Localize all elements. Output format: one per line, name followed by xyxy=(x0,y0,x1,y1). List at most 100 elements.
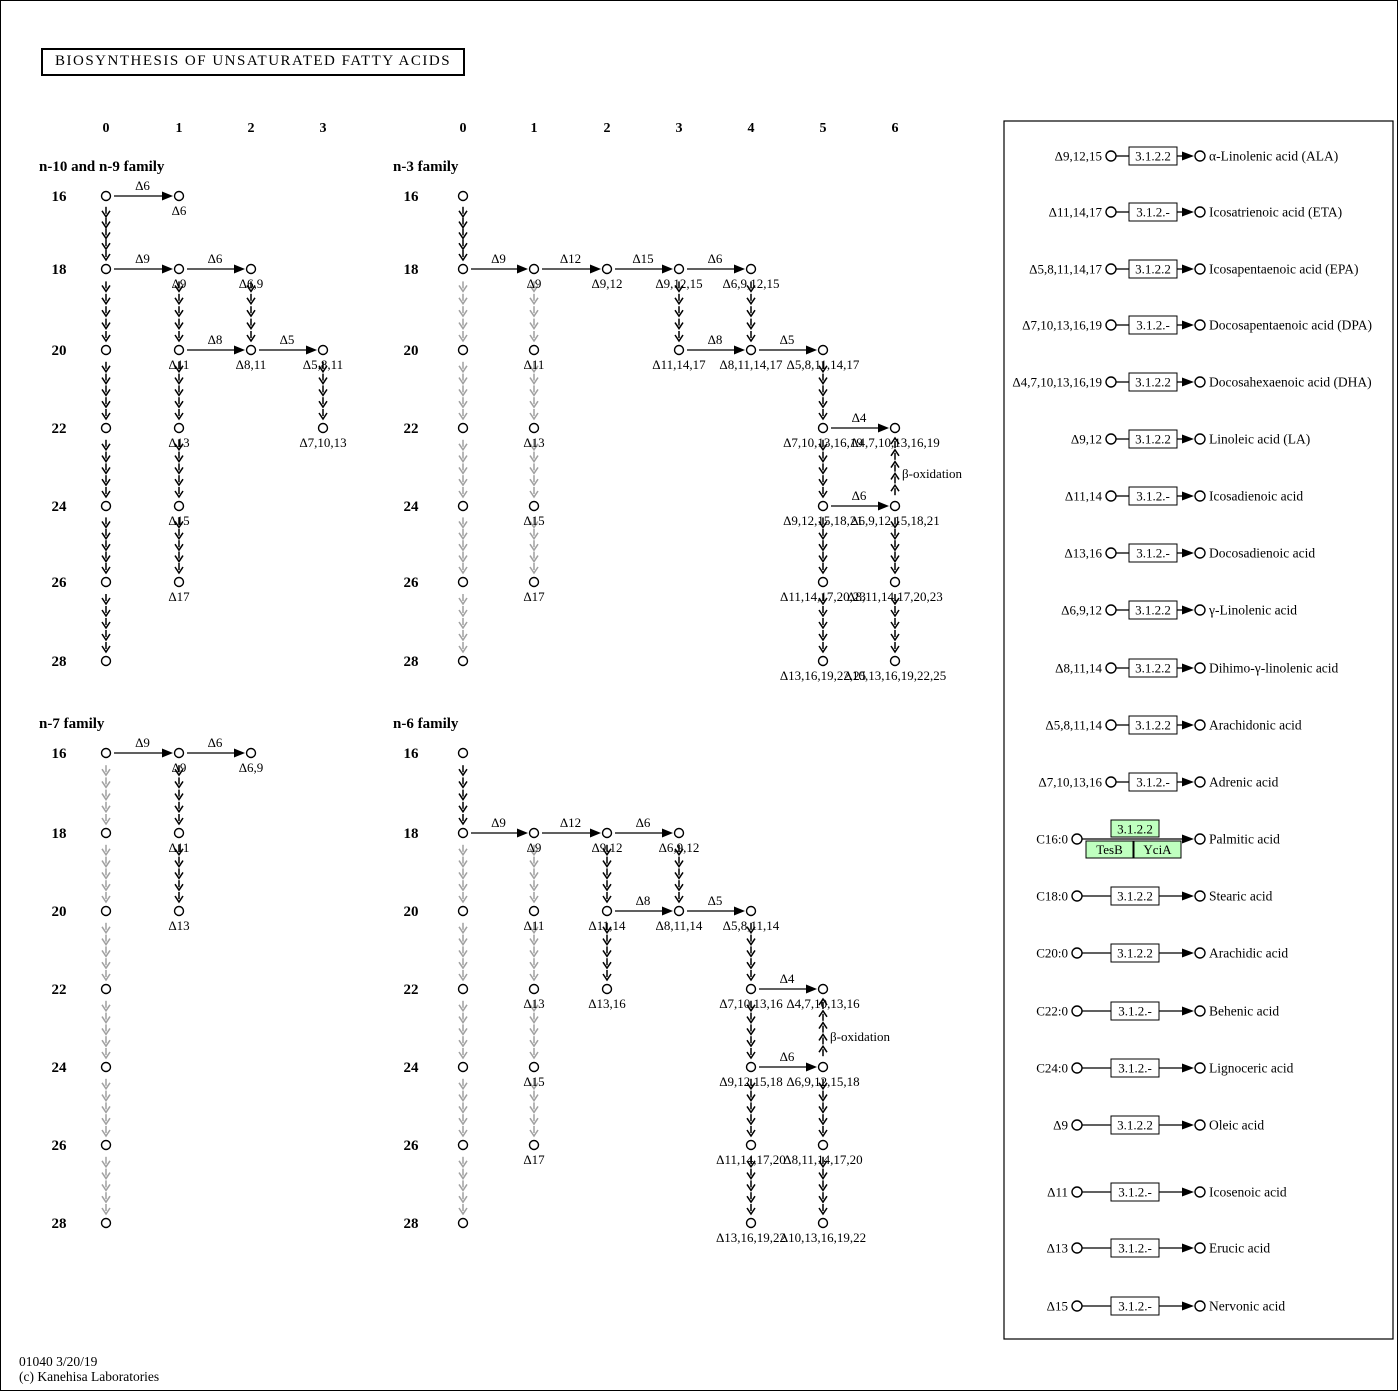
compound-node[interactable] xyxy=(817,500,829,512)
compound-node[interactable] xyxy=(100,747,112,759)
compound-node[interactable] xyxy=(601,263,613,275)
compound-node[interactable] xyxy=(528,263,540,275)
compound-node[interactable] xyxy=(528,1061,540,1073)
compound-node[interactable] xyxy=(1105,719,1117,731)
compound-node[interactable] xyxy=(1194,206,1206,218)
compound-node[interactable] xyxy=(745,1139,757,1151)
compound-node[interactable] xyxy=(889,576,901,588)
compound-node[interactable] xyxy=(817,1217,829,1229)
gene-box[interactable] xyxy=(1085,840,1134,859)
compound-node[interactable] xyxy=(1194,1119,1206,1131)
compound-node[interactable] xyxy=(100,190,112,202)
compound-node[interactable] xyxy=(528,983,540,995)
compound-node[interactable] xyxy=(528,576,540,588)
compound-node[interactable] xyxy=(457,1061,469,1073)
compound-node[interactable] xyxy=(673,344,685,356)
compound-node[interactable] xyxy=(673,827,685,839)
compound-node[interactable] xyxy=(1071,890,1083,902)
compound-node[interactable] xyxy=(528,827,540,839)
compound-node[interactable] xyxy=(457,576,469,588)
compound-node[interactable] xyxy=(1194,776,1206,788)
compound-node[interactable] xyxy=(245,263,257,275)
compound-node[interactable] xyxy=(1194,547,1206,559)
compound-node[interactable] xyxy=(100,827,112,839)
compound-node[interactable] xyxy=(457,263,469,275)
compound-node[interactable] xyxy=(1194,662,1206,674)
compound-node[interactable] xyxy=(1105,206,1117,218)
compound-node[interactable] xyxy=(889,422,901,434)
compound-node[interactable] xyxy=(173,422,185,434)
compound-node[interactable] xyxy=(745,344,757,356)
compound-node[interactable] xyxy=(245,344,257,356)
compound-node[interactable] xyxy=(317,344,329,356)
compound-node[interactable] xyxy=(1105,263,1117,275)
compound-node[interactable] xyxy=(673,905,685,917)
compound-node[interactable] xyxy=(1105,319,1117,331)
compound-node[interactable] xyxy=(1071,1300,1083,1312)
compound-node[interactable] xyxy=(1194,1186,1206,1198)
compound-node[interactable] xyxy=(889,500,901,512)
compound-node[interactable] xyxy=(1071,1186,1083,1198)
compound-node[interactable] xyxy=(745,1217,757,1229)
compound-node[interactable] xyxy=(100,905,112,917)
compound-node[interactable] xyxy=(1194,150,1206,162)
compound-node[interactable] xyxy=(1071,1005,1083,1017)
compound-node[interactable] xyxy=(173,747,185,759)
compound-node[interactable] xyxy=(457,747,469,759)
compound-node[interactable] xyxy=(100,1217,112,1229)
compound-node[interactable] xyxy=(1194,1300,1206,1312)
compound-node[interactable] xyxy=(1194,1005,1206,1017)
compound-node[interactable] xyxy=(317,422,329,434)
compound-node[interactable] xyxy=(601,983,613,995)
compound-node[interactable] xyxy=(1194,1242,1206,1254)
compound-node[interactable] xyxy=(745,263,757,275)
compound-node[interactable] xyxy=(457,983,469,995)
compound-node[interactable] xyxy=(1105,604,1117,616)
compound-node[interactable] xyxy=(457,905,469,917)
compound-node[interactable] xyxy=(100,983,112,995)
compound-node[interactable] xyxy=(1194,1062,1206,1074)
compound-node[interactable] xyxy=(100,263,112,275)
compound-node[interactable] xyxy=(673,263,685,275)
compound-node[interactable] xyxy=(173,263,185,275)
compound-node[interactable] xyxy=(1105,490,1117,502)
compound-node[interactable] xyxy=(457,422,469,434)
compound-node[interactable] xyxy=(457,827,469,839)
compound-node[interactable] xyxy=(601,905,613,917)
compound-node[interactable] xyxy=(1194,604,1206,616)
compound-node[interactable] xyxy=(745,905,757,917)
gene-box[interactable] xyxy=(1133,840,1182,859)
compound-node[interactable] xyxy=(1194,947,1206,959)
compound-node[interactable] xyxy=(817,983,829,995)
compound-node[interactable] xyxy=(528,344,540,356)
compound-node[interactable] xyxy=(1105,662,1117,674)
compound-node[interactable] xyxy=(528,1139,540,1151)
compound-node[interactable] xyxy=(745,983,757,995)
compound-node[interactable] xyxy=(173,576,185,588)
compound-node[interactable] xyxy=(1105,376,1117,388)
compound-node[interactable] xyxy=(100,655,112,667)
compound-node[interactable] xyxy=(173,500,185,512)
compound-node[interactable] xyxy=(100,422,112,434)
compound-node[interactable] xyxy=(1071,1242,1083,1254)
compound-node[interactable] xyxy=(100,576,112,588)
compound-node[interactable] xyxy=(245,747,257,759)
compound-node[interactable] xyxy=(601,827,613,839)
compound-node[interactable] xyxy=(1194,319,1206,331)
compound-node[interactable] xyxy=(457,500,469,512)
enzyme-box[interactable] xyxy=(1110,819,1160,838)
compound-node[interactable] xyxy=(1194,833,1206,845)
compound-node[interactable] xyxy=(173,344,185,356)
compound-node[interactable] xyxy=(1071,947,1083,959)
compound-node[interactable] xyxy=(817,576,829,588)
compound-node[interactable] xyxy=(745,1061,757,1073)
compound-node[interactable] xyxy=(1105,547,1117,559)
compound-node[interactable] xyxy=(1105,150,1117,162)
pathway-title-box[interactable]: BIOSYNTHESIS OF UNSATURATED FATTY ACIDS xyxy=(41,48,466,76)
compound-node[interactable] xyxy=(457,1139,469,1151)
compound-node[interactable] xyxy=(100,1139,112,1151)
compound-node[interactable] xyxy=(1194,433,1206,445)
compound-node[interactable] xyxy=(1071,1062,1083,1074)
compound-node[interactable] xyxy=(457,190,469,202)
compound-node[interactable] xyxy=(457,655,469,667)
